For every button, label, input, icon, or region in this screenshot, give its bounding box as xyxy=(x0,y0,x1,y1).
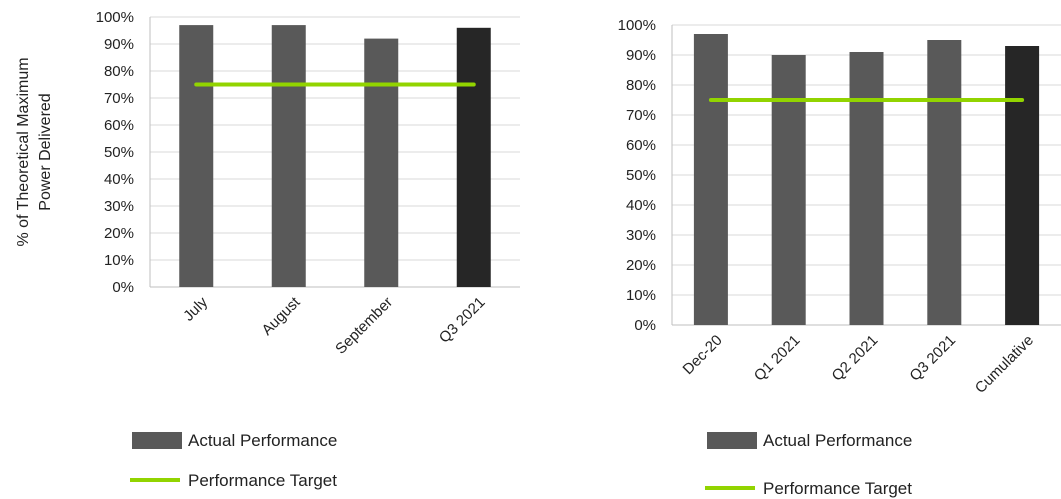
x-tick-label: Dec-20 xyxy=(680,332,726,378)
y-axis-title: Power Delivered xyxy=(37,93,54,210)
bar xyxy=(693,34,728,325)
y-tick-label: 40% xyxy=(626,197,656,214)
y-tick-label: 0% xyxy=(634,317,656,334)
y-tick-label: 50% xyxy=(626,167,656,184)
y-tick-label: 60% xyxy=(626,137,656,154)
x-tick-label: Q2 2021 xyxy=(829,332,882,385)
y-tick-label: 40% xyxy=(104,171,134,188)
y-tick-label: 100% xyxy=(96,9,134,26)
x-tick-label: July xyxy=(180,293,211,324)
y-tick-label: 80% xyxy=(626,77,656,94)
x-tick-label: September xyxy=(332,294,396,358)
bar xyxy=(179,25,214,287)
bar xyxy=(271,25,306,287)
y-tick-label: 10% xyxy=(626,287,656,304)
x-tick-label: Cumulative xyxy=(972,332,1037,397)
y-tick-label: 20% xyxy=(104,225,134,242)
y-tick-label: 90% xyxy=(104,36,134,53)
bar xyxy=(456,27,491,288)
y-tick-label: 70% xyxy=(626,107,656,124)
y-tick-label: 30% xyxy=(104,198,134,215)
chart-right: 0% 10% 20% 30% 40% 50% 60% 70% 80% 90% 100% Dec-20… xyxy=(618,17,1061,498)
bar xyxy=(927,40,962,325)
x-tick-label: Q3 2021 xyxy=(436,294,489,347)
y-tick-label: 0% xyxy=(112,279,134,296)
legend-swatch-bar xyxy=(707,432,757,449)
x-tick-label: August xyxy=(259,293,305,339)
y-tick-label: 20% xyxy=(626,257,656,274)
y-axis-title: % of Theoretical Maximum xyxy=(15,57,32,246)
y-tick-label: 100% xyxy=(618,17,656,34)
legend-label: Performance Target xyxy=(763,479,912,498)
x-tick-label: Q1 2021 xyxy=(751,332,804,385)
bar xyxy=(364,38,399,287)
bar xyxy=(771,55,806,325)
y-tick-label: 70% xyxy=(104,90,134,107)
y-tick-label: 50% xyxy=(104,144,134,161)
y-tick-label: 30% xyxy=(626,227,656,244)
y-tick-label: 60% xyxy=(104,117,134,134)
y-tick-label: 80% xyxy=(104,63,134,80)
y-tick-label: 10% xyxy=(104,252,134,269)
bar xyxy=(849,52,884,325)
legend-label: Actual Performance xyxy=(188,431,337,450)
bar xyxy=(1005,46,1040,325)
legend-swatch-bar xyxy=(132,432,182,449)
y-tick-label: 90% xyxy=(626,47,656,64)
x-tick-label: Q3 2021 xyxy=(906,332,959,385)
legend-label: Performance Target xyxy=(188,471,337,490)
legend-label: Actual Performance xyxy=(763,431,912,450)
chart-left: 0% 10% 20% 30% 40% 50% 60% 70% 80% 90% 100% July Au… xyxy=(15,9,520,490)
